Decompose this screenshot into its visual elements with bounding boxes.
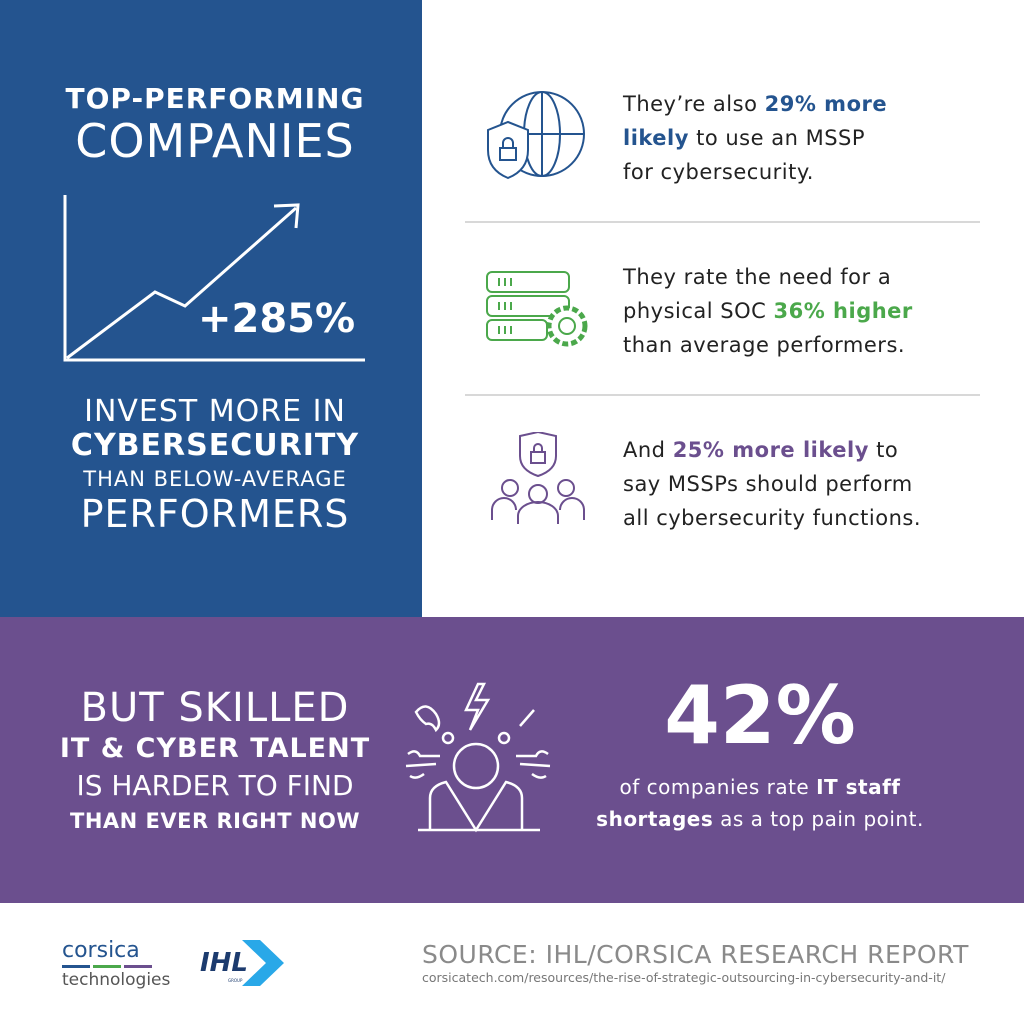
shield-lock-people-icon [491, 432, 585, 524]
big-stat: 42% [664, 669, 856, 762]
band-description: of companies rate IT staff shortages as … [596, 775, 924, 831]
stressed-person-icon [405, 682, 551, 833]
source-url[interactable]: corsicatech.com/resources/the-rise-of-st… [422, 970, 946, 985]
left-line1: INVEST MORE IN [84, 394, 346, 429]
stat-1-text: They’re also 29% more likely to use an M… [623, 92, 888, 184]
left-line3: THAN BELOW-AVERAGE [83, 467, 347, 491]
band-line1: BUT SKILLED [80, 685, 350, 731]
source-label: SOURCE: IHL/CORSICA RESEARCH REPORT [422, 940, 969, 969]
talent-band: BUT SKILLED IT & CYBER TALENT IS HARDER … [0, 617, 1024, 903]
divider [465, 394, 980, 396]
growth-chart-icon [63, 195, 365, 362]
left-line4: PERFORMERS [80, 492, 350, 536]
band-line3: IS HARDER TO FIND [76, 769, 354, 802]
growth-value: +285% [198, 296, 356, 342]
divider [465, 221, 980, 223]
band-line4: THAN EVER RIGHT NOW [70, 809, 360, 833]
server-gear-icon [486, 271, 588, 347]
title-line1: TOP-PERFORMING [65, 82, 365, 115]
left-line2: CYBERSECURITY [70, 428, 360, 463]
left-panel: TOP-PERFORMING COMPANIES +285% INVEST MO… [0, 0, 422, 617]
band-line2: IT & CYBER TALENT [59, 733, 371, 764]
stat-3-text: And 25% more likely to say MSSPs should … [623, 438, 921, 530]
ihl-logo: IHL GROUP [200, 940, 290, 986]
corsica-logo: corsica technologies [62, 938, 171, 990]
title-line2: COMPANIES [75, 114, 355, 168]
globe-shield-lock-icon [487, 91, 585, 180]
stat-2-text: They rate the need for a physical SOC 36… [623, 265, 913, 357]
